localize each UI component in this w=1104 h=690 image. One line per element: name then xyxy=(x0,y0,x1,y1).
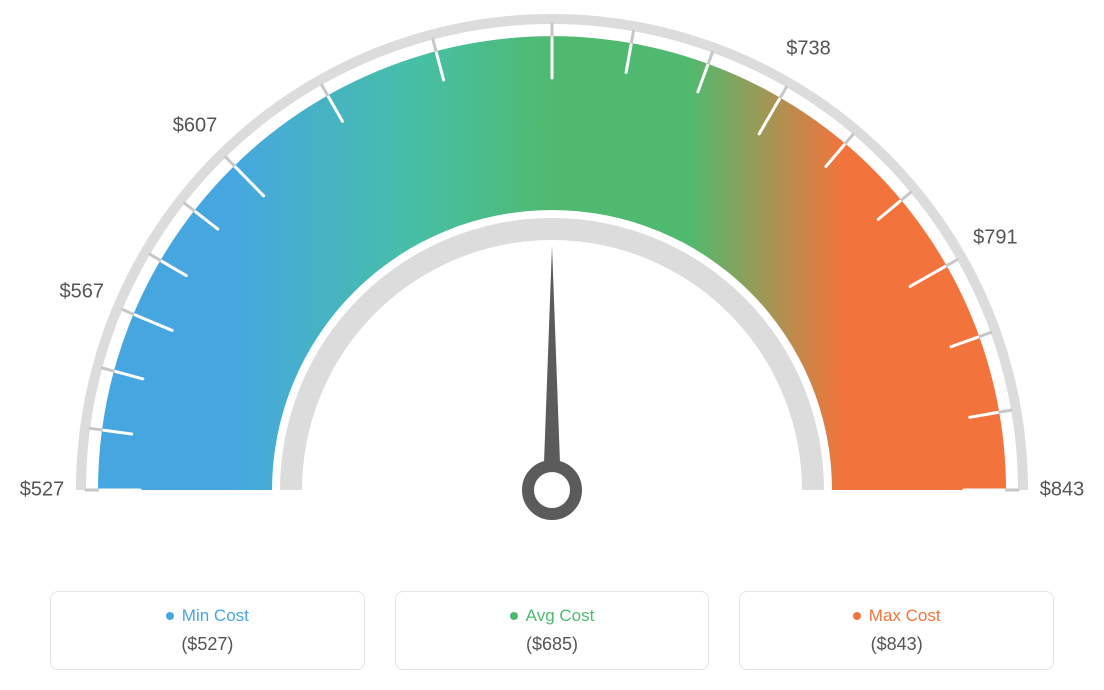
avg-cost-card: Avg Cost ($685) xyxy=(395,591,710,670)
gauge-tick-label: $738 xyxy=(786,38,831,61)
min-cost-title: Min Cost xyxy=(182,606,249,626)
min-cost-card: Min Cost ($527) xyxy=(50,591,365,670)
avg-cost-value: ($685) xyxy=(406,634,699,655)
min-dot-icon xyxy=(166,612,174,620)
avg-dot-icon xyxy=(510,612,518,620)
gauge-tick-label: $843 xyxy=(1040,479,1085,502)
max-cost-title: Max Cost xyxy=(869,606,941,626)
gauge-tick-label: $607 xyxy=(173,114,218,137)
max-cost-card: Max Cost ($843) xyxy=(739,591,1054,670)
gauge-svg xyxy=(0,0,1104,560)
gauge-tick-label: $791 xyxy=(973,226,1018,249)
avg-cost-title: Avg Cost xyxy=(526,606,595,626)
gauge-tick-label: $527 xyxy=(20,479,65,502)
min-cost-value: ($527) xyxy=(61,634,354,655)
legend-cards: Min Cost ($527) Avg Cost ($685) Max Cost… xyxy=(50,591,1054,670)
max-cost-value: ($843) xyxy=(750,634,1043,655)
gauge-tick-label: $567 xyxy=(60,281,105,304)
cost-gauge-chart: $527$567$607$685$738$791$843 xyxy=(0,0,1104,560)
max-dot-icon xyxy=(853,612,861,620)
